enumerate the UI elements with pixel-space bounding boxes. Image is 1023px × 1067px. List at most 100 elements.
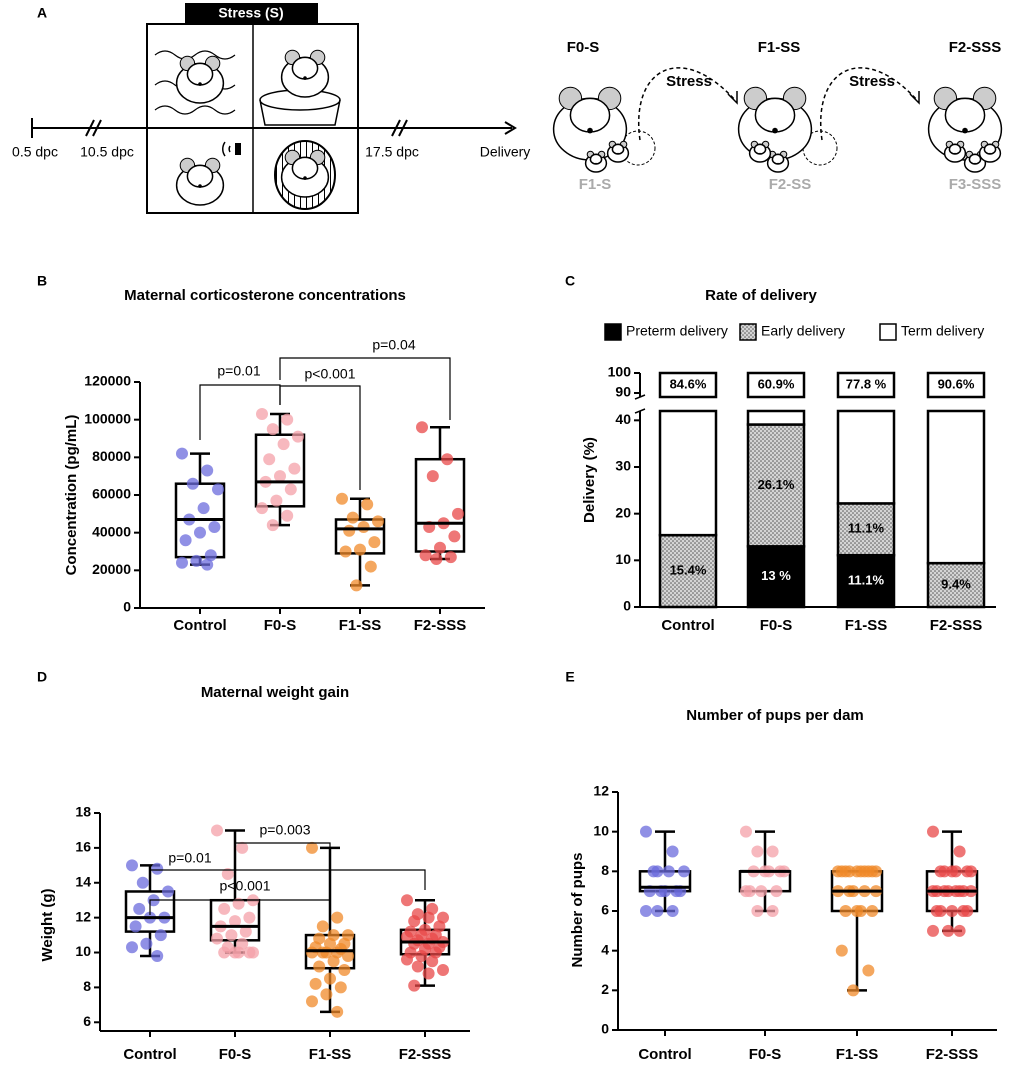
data-point: [640, 825, 652, 838]
mouse-nose: [595, 162, 597, 165]
mouse-nose: [587, 127, 593, 134]
data-point: [266, 519, 279, 532]
significance-bracket: [149, 899, 330, 915]
mouse-head: [944, 97, 986, 133]
data-point: [751, 905, 764, 917]
x-tick-label: F2-SSS: [926, 1046, 979, 1063]
data-point: [740, 825, 752, 838]
data-point: [961, 865, 974, 878]
data-point: [847, 984, 860, 997]
bar-segment: [926, 561, 986, 609]
data-point: [201, 464, 214, 477]
data-point: [766, 905, 779, 917]
data-point: [334, 981, 347, 994]
bar-segment: [926, 371, 986, 399]
bar-segment: [836, 409, 896, 505]
data-point: [256, 502, 268, 515]
data-point: [401, 894, 413, 907]
data-point: [243, 946, 256, 959]
mouse-nose: [303, 176, 307, 180]
chart-title: Rate of delivery: [705, 287, 817, 304]
bar-segment: [746, 545, 806, 609]
mouse-head: [983, 143, 997, 155]
offspring: F3-SSS: [949, 176, 1002, 193]
panel-label: A: [37, 5, 47, 21]
stress-banner: [185, 3, 318, 24]
data-point: [364, 560, 377, 573]
data-point: [766, 845, 779, 858]
data-point: [243, 911, 256, 924]
mouse-nose: [989, 152, 991, 155]
mouse-nose: [303, 76, 307, 80]
x-tick-label: F1-SS: [339, 617, 382, 634]
x-tick-label: F1-SS: [845, 617, 888, 634]
data-point: [239, 925, 252, 938]
data-point: [190, 554, 203, 567]
sound: [222, 141, 231, 157]
data-point: [839, 905, 852, 917]
panel-label: E: [565, 669, 574, 685]
y-tick-label: 80000: [92, 448, 131, 464]
data-point: [666, 905, 679, 917]
mouse-head: [291, 56, 319, 80]
data-point: [229, 915, 241, 928]
mouse-head: [948, 143, 962, 155]
y-tick-label: 100000: [84, 410, 131, 426]
mouse-nose: [617, 152, 619, 155]
mouse-head: [611, 143, 625, 155]
value-label: 60.9%: [758, 376, 795, 391]
y-tick-label: 12: [593, 783, 609, 799]
panel-label: B: [37, 273, 47, 289]
data-point: [957, 905, 970, 917]
data-point: [942, 924, 955, 937]
y-tick-label: 100: [608, 364, 632, 380]
data-point: [740, 885, 752, 898]
chart-title: Number of pups per dam: [686, 707, 864, 724]
y-tick-label: 30: [615, 458, 631, 474]
data-point: [934, 865, 947, 878]
y-tick-label: 20000: [92, 561, 131, 577]
y-axis-label: Number of pups: [569, 853, 586, 968]
data-point: [266, 423, 279, 436]
value-label: 11.1%: [848, 521, 885, 536]
data-point: [281, 509, 294, 522]
fetus-circle: [802, 130, 838, 166]
data-point: [136, 876, 149, 889]
data-point: [444, 551, 457, 564]
legend-label: Preterm delivery: [626, 323, 728, 339]
data-point: [368, 536, 381, 549]
data-point: [274, 470, 286, 483]
data-point: [678, 865, 690, 878]
y-tick-label: 12: [75, 908, 91, 924]
mouse-nose: [759, 152, 761, 155]
data-point: [862, 865, 875, 878]
x-tick-label: F2-SSS: [930, 617, 983, 634]
y-axis-label: Delivery (%): [581, 437, 598, 523]
data-point: [320, 988, 333, 1001]
mouse-head: [968, 153, 982, 165]
data-point: [232, 897, 245, 910]
data-point: [140, 937, 153, 950]
data-point: [339, 545, 352, 558]
mouse-nose: [962, 127, 968, 134]
time-label: 0.5 dpc: [12, 144, 58, 160]
data-point: [927, 825, 939, 838]
offspring: F2-SS: [769, 176, 812, 193]
bar-segment: [746, 371, 806, 399]
data-point: [292, 430, 304, 443]
data-point: [751, 845, 764, 858]
y-tick-label: 16: [75, 839, 91, 855]
data-point: [306, 946, 318, 959]
x-tick-label: Control: [173, 617, 226, 634]
value-label: 77.8 %: [846, 376, 887, 391]
time-label: Delivery: [480, 144, 531, 160]
data-point: [430, 553, 443, 566]
x-tick-label: F1-SS: [836, 1046, 879, 1063]
y-axis-label: Concentration (pg/mL): [63, 415, 80, 576]
mouse-head: [186, 164, 214, 188]
data-point: [666, 845, 679, 858]
p-value: p<0.001: [220, 878, 271, 894]
y-tick-label: 40: [615, 411, 631, 427]
y-tick-label: 0: [623, 598, 631, 614]
